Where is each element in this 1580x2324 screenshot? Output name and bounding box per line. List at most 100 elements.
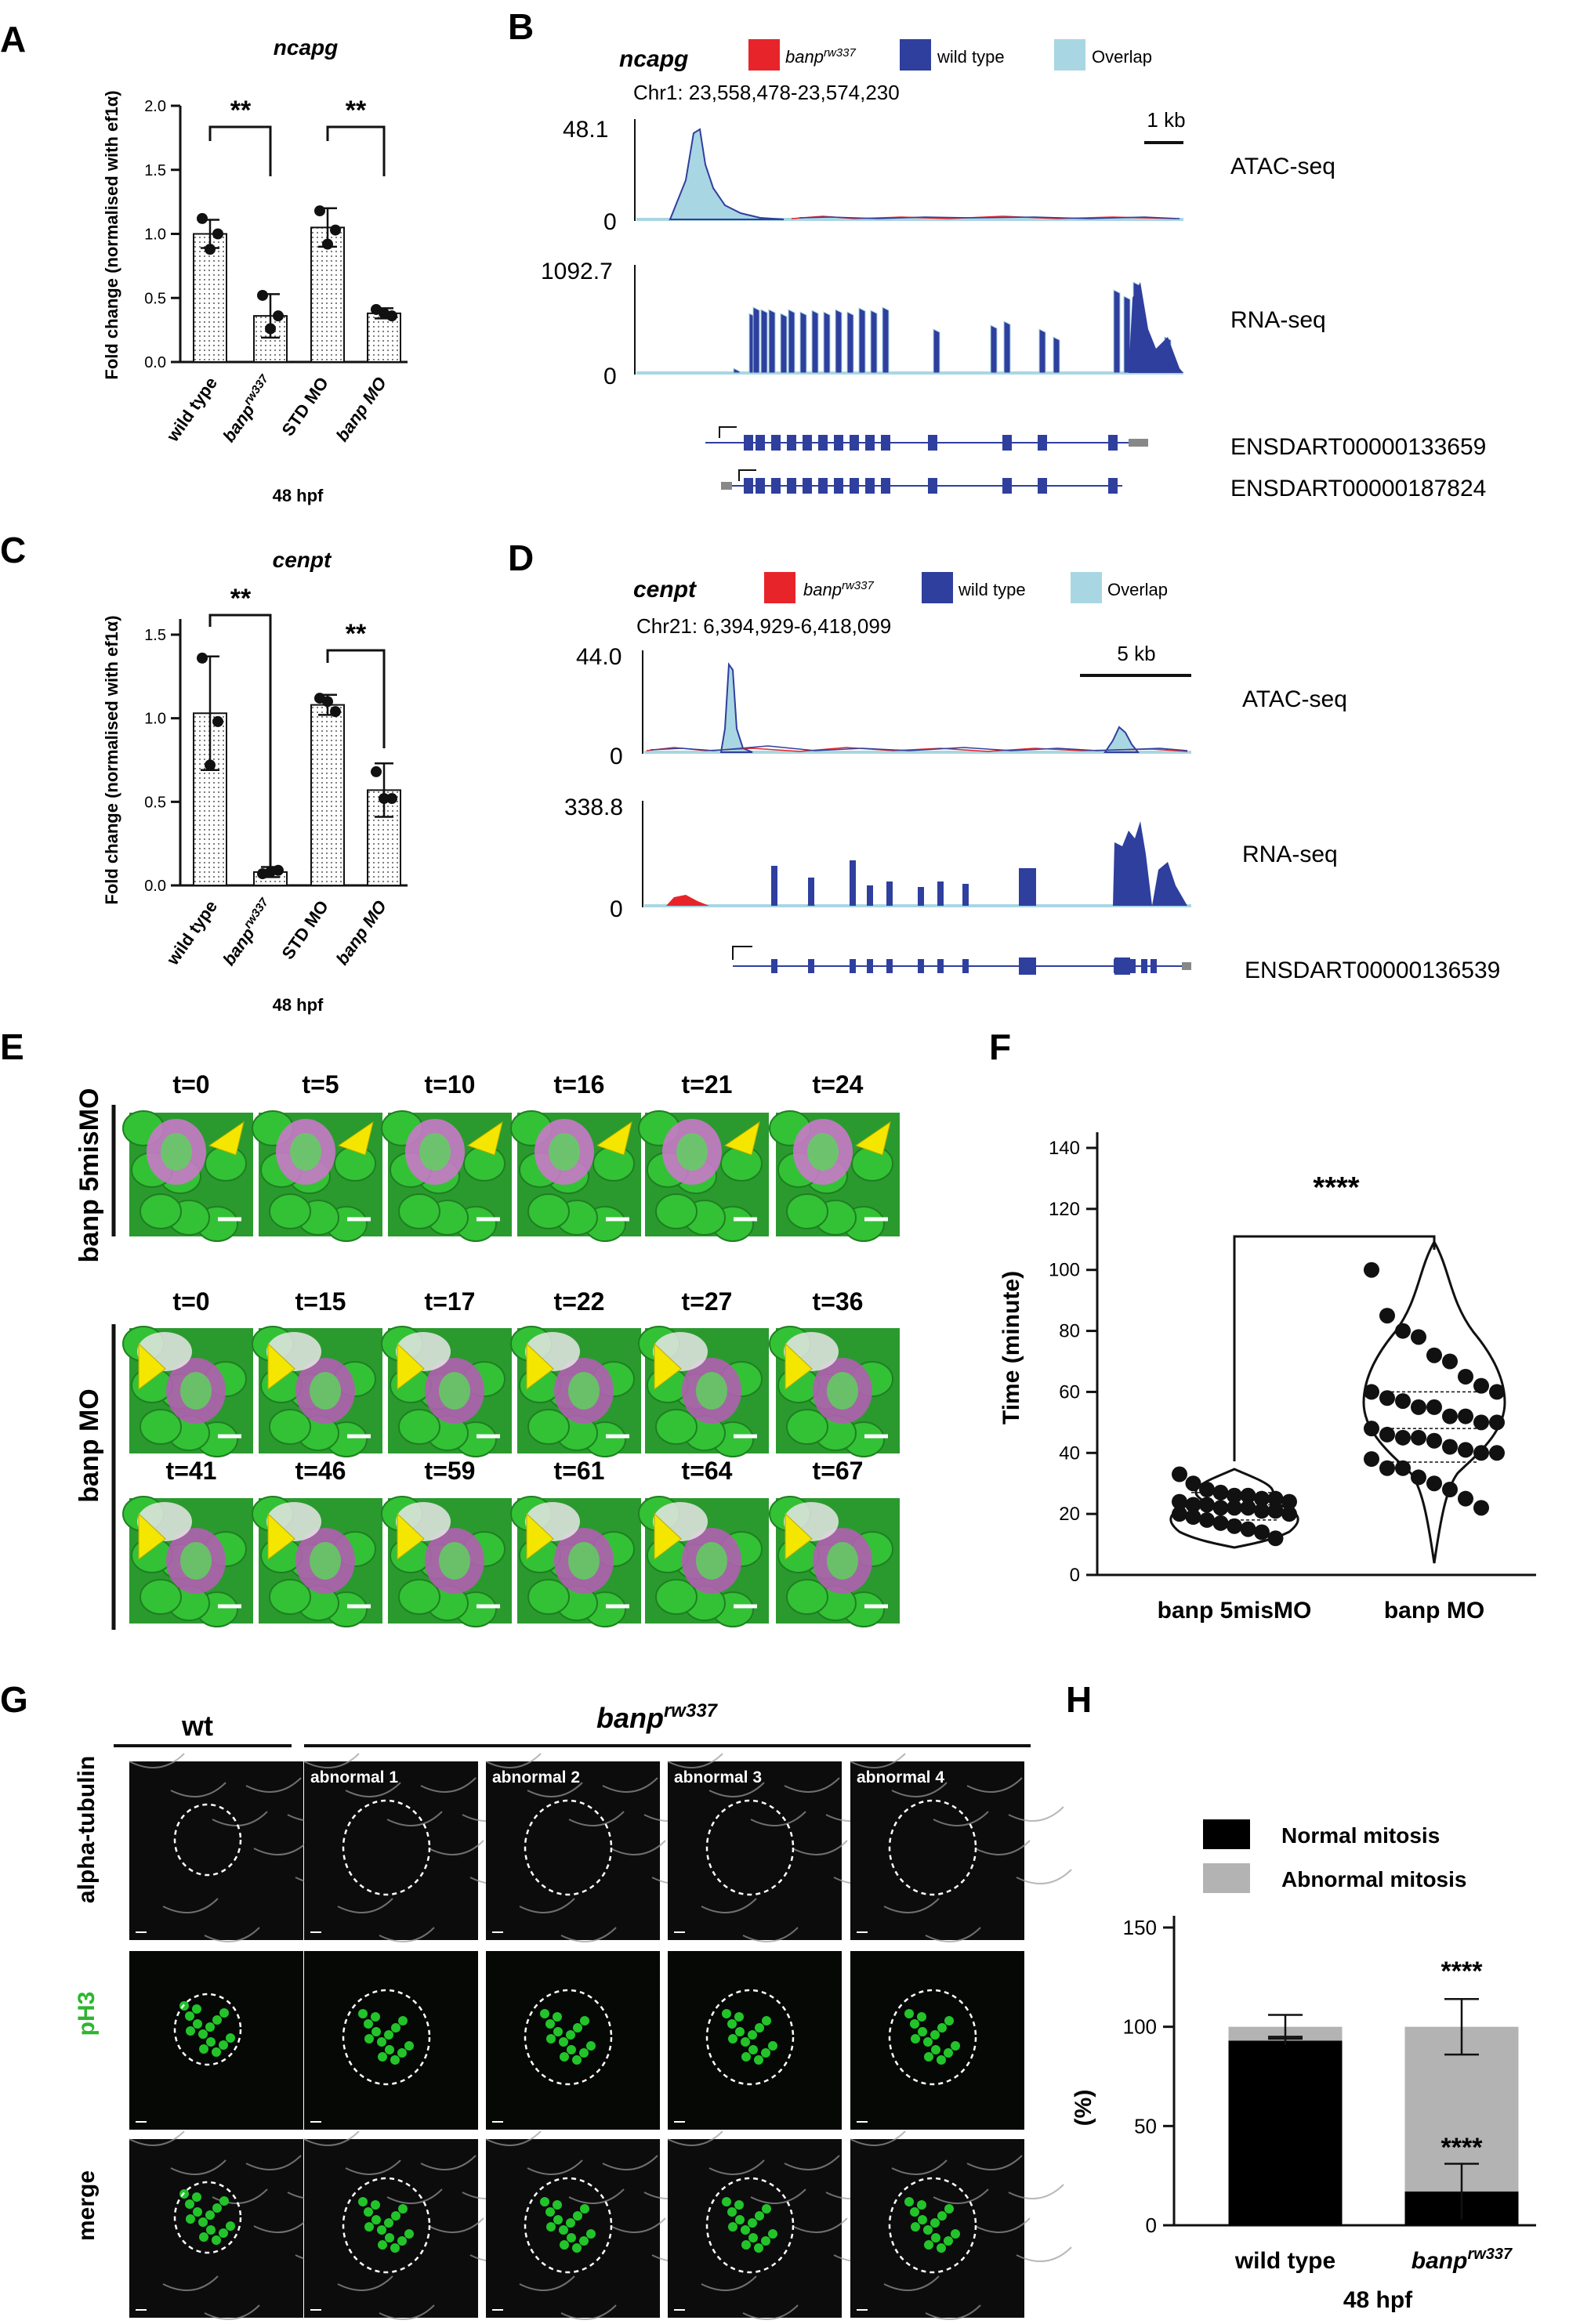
panel-d-rna-track <box>644 821 1191 907</box>
micrograph-tile <box>129 1761 303 1940</box>
ph3-chromosome <box>755 2023 764 2033</box>
exon <box>818 435 828 451</box>
data-point <box>1379 1460 1395 1476</box>
ph3-chromosome <box>735 2215 745 2224</box>
ph3-chromosome <box>944 2048 953 2058</box>
panel-e-row1-label: banp 5misMO <box>74 1088 104 1263</box>
microtubule <box>784 2155 840 2170</box>
ph3-chromosome <box>567 2233 576 2243</box>
panel-c-ylabel: Fold change (normalised with ef1α) <box>102 615 121 904</box>
rna-peak <box>788 309 795 374</box>
microtubule <box>925 1927 981 1942</box>
panel-g-row-1: alpha-tubulin <box>74 1756 100 1903</box>
ytick-label: 100 <box>1049 1260 1080 1281</box>
panel-e: E banp 5misMO banp MO t=0 t=5 t=10 t=16 t=21… <box>0 1026 900 1630</box>
rna-peak <box>1053 336 1060 374</box>
cell-nucleus <box>655 1193 698 1229</box>
micrograph-tile <box>668 1951 842 2130</box>
ph3-chromosome <box>385 2233 394 2243</box>
panel-d-scale-label: 5 kb <box>1117 642 1155 665</box>
arrowhead-marker <box>267 1342 295 1391</box>
exon <box>867 959 873 973</box>
ph3-chromosome <box>923 2037 933 2047</box>
exon <box>1038 478 1047 494</box>
ytick-label: 0 <box>1070 1565 1080 1586</box>
chromatin <box>310 1372 341 1410</box>
data-point <box>1442 1408 1458 1424</box>
rna-peak <box>933 328 940 374</box>
cell-nucleus <box>527 1579 570 1615</box>
ph3-chromosome <box>735 2027 745 2036</box>
panel-b-transcript-1: ENSDART00000133659 <box>1230 434 1486 460</box>
ytick-label: 20 <box>1059 1504 1080 1525</box>
ph3-chromosome <box>924 2240 933 2250</box>
data-point <box>1267 1530 1284 1547</box>
exon <box>803 478 812 494</box>
microtubule <box>428 1840 484 1855</box>
chromatin <box>439 1542 470 1580</box>
data-point <box>1426 1432 1442 1449</box>
data-point <box>386 793 397 805</box>
exon <box>1129 959 1136 973</box>
micrograph-tile <box>486 1951 660 2130</box>
ph3-chromosome <box>917 2200 926 2210</box>
panel-d-rna-label: RNA-seq <box>1242 842 1338 867</box>
ph3-chromosome <box>397 2048 407 2058</box>
panel-h-ylabel: (%) <box>1071 2090 1096 2127</box>
chromatin <box>827 1372 858 1410</box>
rna-peak <box>850 860 856 906</box>
ph3-chromosome <box>930 2030 940 2040</box>
ph3-chromosome <box>580 2016 589 2025</box>
microtubule <box>345 1782 401 1797</box>
chromatin <box>807 1133 839 1171</box>
data-point <box>197 652 208 664</box>
panel-b: B ncapg banprw337 wild type Overlap Chr1… <box>508 6 1486 501</box>
microtubule <box>527 2159 583 2175</box>
ph3-chromosome <box>761 2236 770 2246</box>
microtubule <box>379 2304 435 2320</box>
panel-d-legend-banp: banprw337 <box>803 579 874 599</box>
data-point <box>379 793 390 805</box>
data-point <box>205 759 216 771</box>
arrowhead-marker <box>397 1512 425 1561</box>
data-point <box>1212 1500 1229 1516</box>
exon <box>771 478 781 494</box>
ph3-chromosome <box>923 2225 933 2235</box>
ph3-chromosome <box>384 2218 393 2228</box>
data-point <box>1240 1521 1256 1537</box>
panel-b-rna-zero: 0 <box>603 364 617 389</box>
ph3-chromosome <box>722 2197 731 2206</box>
data-point <box>371 766 382 777</box>
microtubule <box>560 2304 617 2320</box>
microtubule <box>966 2155 1023 2170</box>
bar <box>193 233 227 363</box>
ph3-chromosome <box>193 2019 202 2029</box>
microtubule <box>386 2188 443 2204</box>
data-point <box>1199 1482 1215 1497</box>
microtubule <box>162 1898 219 1913</box>
ph3-chromosome <box>378 2052 387 2062</box>
arrowhead-marker <box>854 1120 891 1156</box>
microtubule <box>933 2188 989 2204</box>
microtubule <box>850 1753 906 1768</box>
timepoint-label: t=59 <box>425 1457 476 1485</box>
panel-h-stars-bottom: **** <box>1441 2133 1484 2163</box>
exon <box>787 478 796 494</box>
data-point <box>1227 1518 1242 1534</box>
rna-peak <box>870 310 878 374</box>
data-point <box>1172 1493 1187 1510</box>
micrograph-tile <box>129 1951 303 2130</box>
ph3-chromosome <box>546 2034 556 2043</box>
panel-f-yticks: 0 20 40 60 80 100 120 140 <box>1049 1138 1097 1586</box>
ph3-chromosome <box>219 2008 229 2018</box>
cell-outline <box>173 1803 242 1877</box>
panel-a-ylabel: Fold change (normalised with ef1α) <box>102 90 121 379</box>
timepoint-label: t=36 <box>813 1287 864 1316</box>
arrowhead-marker <box>397 1342 425 1391</box>
ph3-chromosome <box>358 2009 368 2018</box>
exon <box>1002 478 1012 494</box>
panel-b-letter: B <box>508 6 534 47</box>
ph3-chromosome <box>937 2023 947 2033</box>
exon <box>771 435 781 451</box>
panel-c-title: cenpt <box>273 548 332 572</box>
